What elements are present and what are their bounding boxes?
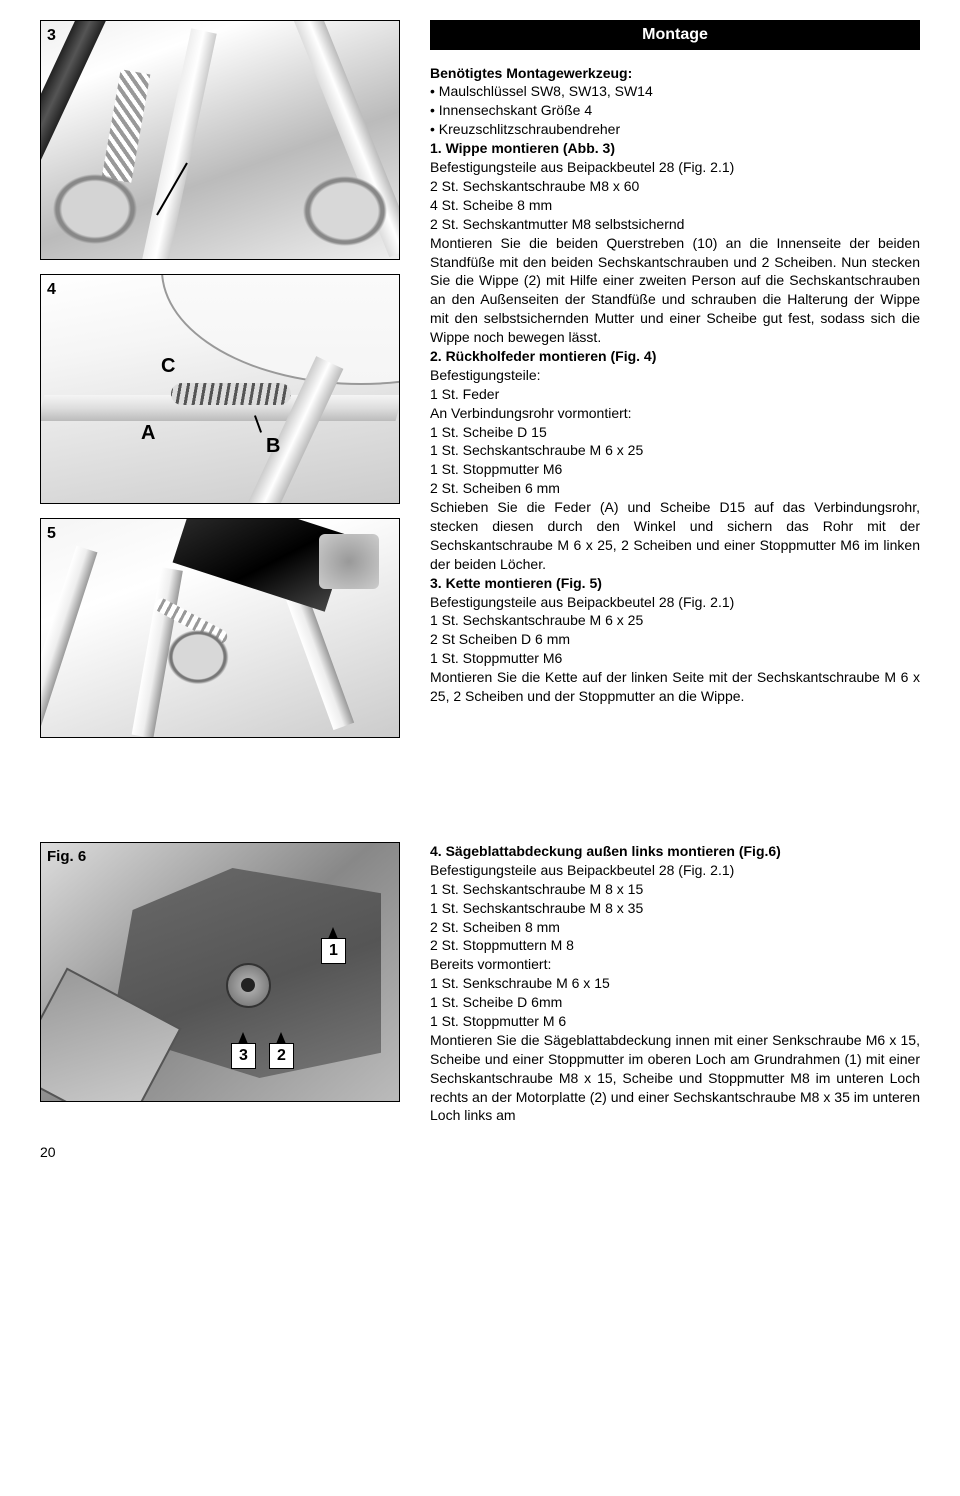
- step-title: 1. Wippe montieren (Abb. 3): [430, 139, 920, 158]
- part-line: 2 St. Scheiben 8 mm: [430, 918, 920, 937]
- part-line: 2 St. Sechskantmutter M8 selbstsichernd: [430, 215, 920, 234]
- part-line: Bereits vormontiert:: [430, 955, 920, 974]
- parts-source: Befestigungsteile aus Beipackbeutel 28 (…: [430, 158, 920, 177]
- page-number: 20: [0, 1125, 960, 1162]
- figure-5: 5: [40, 518, 400, 738]
- part-line: 1 St. Sechskantschraube M 8 x 35: [430, 899, 920, 918]
- part-line: 4 St. Scheibe 8 mm: [430, 196, 920, 215]
- callout-a: A: [141, 420, 155, 447]
- intro-title: Benötigtes Montagewerkzeug:: [430, 64, 920, 83]
- parts-source: Befestigungsteile aus Beipackbeutel 28 (…: [430, 861, 920, 880]
- parts-source: Befestigungsteile:: [430, 366, 920, 385]
- part-line: 1 St. Scheibe D 15: [430, 423, 920, 442]
- part-line: 2 St Scheiben D 6 mm: [430, 630, 920, 649]
- part-line: 1 St. Scheibe D 6mm: [430, 993, 920, 1012]
- figure-column-2: Fig. 6 1 2 3: [40, 842, 400, 1125]
- callout-b: B: [266, 433, 280, 460]
- figure-3: 3: [40, 20, 400, 260]
- step-title: 3. Kette montieren (Fig. 5): [430, 574, 920, 593]
- step-body: Montieren Sie die Sägeblattabdeckung inn…: [430, 1031, 920, 1125]
- figure-number: 5: [47, 523, 56, 545]
- step-body: Montieren Sie die beiden Querstreben (10…: [430, 234, 920, 347]
- parts-source: Befestigungsteile aus Beipackbeutel 28 (…: [430, 593, 920, 612]
- figure-number: 4: [47, 279, 56, 301]
- part-line: 1 St. Sechskantschraube M 6 x 25: [430, 611, 920, 630]
- part-line: 2 St. Stoppmuttern M 8: [430, 936, 920, 955]
- part-line: 1 St. Senkschraube M 6 x 15: [430, 974, 920, 993]
- tool-item: Maulschlüssel SW8, SW13, SW14: [430, 82, 920, 101]
- callout-c: C: [161, 353, 175, 380]
- part-line: 2 St. Sechskantschraube M8 x 60: [430, 177, 920, 196]
- part-line: 1 St. Sechskantschraube M 6 x 25: [430, 441, 920, 460]
- figure-number: Fig. 6: [47, 847, 86, 867]
- section-header: Montage: [430, 20, 920, 50]
- callout-box-1: 1: [321, 938, 346, 964]
- figure-6: Fig. 6 1 2 3: [40, 842, 400, 1102]
- step-body: Montieren Sie die Kette auf der linken S…: [430, 668, 920, 706]
- part-line: 1 St. Sechskantschraube M 8 x 15: [430, 880, 920, 899]
- step-title: 4. Sägeblattabdeckung außen links montie…: [430, 842, 920, 861]
- figure-column: 3 4 C A B: [40, 20, 400, 752]
- tool-list: Benötigtes Montagewerkzeug: Maulschlüsse…: [430, 64, 920, 140]
- callout-box-3: 3: [231, 1043, 256, 1069]
- part-line: An Verbindungsrohr vormontiert:: [430, 404, 920, 423]
- part-line: 1 St. Feder: [430, 385, 920, 404]
- figure-4: 4 C A B: [40, 274, 400, 504]
- tool-item: Kreuzschlitzschraubendreher: [430, 120, 920, 139]
- part-line: 1 St. Stoppmutter M6: [430, 649, 920, 668]
- step-title: 2. Rückholfeder montieren (Fig. 4): [430, 347, 920, 366]
- part-line: 1 St. Stoppmutter M 6: [430, 1012, 920, 1031]
- callout-box-2: 2: [269, 1043, 294, 1069]
- tool-item: Innensechskant Größe 4: [430, 101, 920, 120]
- step-body: Schieben Sie die Feder (A) und Scheibe D…: [430, 498, 920, 574]
- part-line: 2 St. Scheiben 6 mm: [430, 479, 920, 498]
- part-line: 1 St. Stoppmutter M6: [430, 460, 920, 479]
- figure-number: 3: [47, 25, 56, 47]
